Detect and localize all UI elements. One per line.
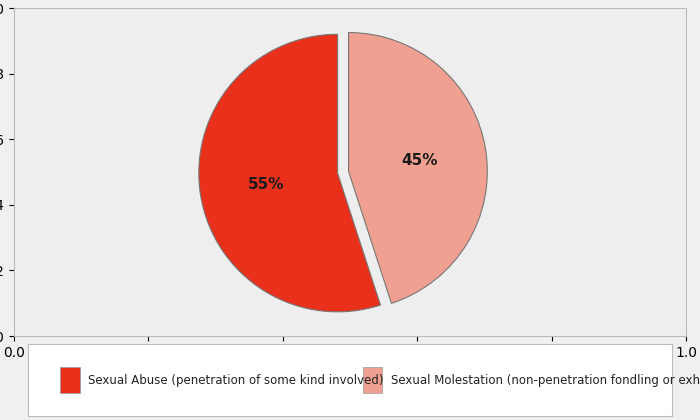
- Wedge shape: [349, 32, 487, 303]
- Wedge shape: [199, 34, 381, 312]
- Bar: [363, 367, 382, 393]
- Text: Sexual Abuse (penetration of some kind involved): Sexual Abuse (penetration of some kind i…: [88, 374, 384, 386]
- Text: Sexual Molestation (non-penetration fondling or exhibition): Sexual Molestation (non-penetration fond…: [391, 374, 700, 386]
- Text: 45%: 45%: [402, 152, 438, 168]
- Bar: [60, 367, 80, 393]
- Text: 55%: 55%: [248, 177, 284, 192]
